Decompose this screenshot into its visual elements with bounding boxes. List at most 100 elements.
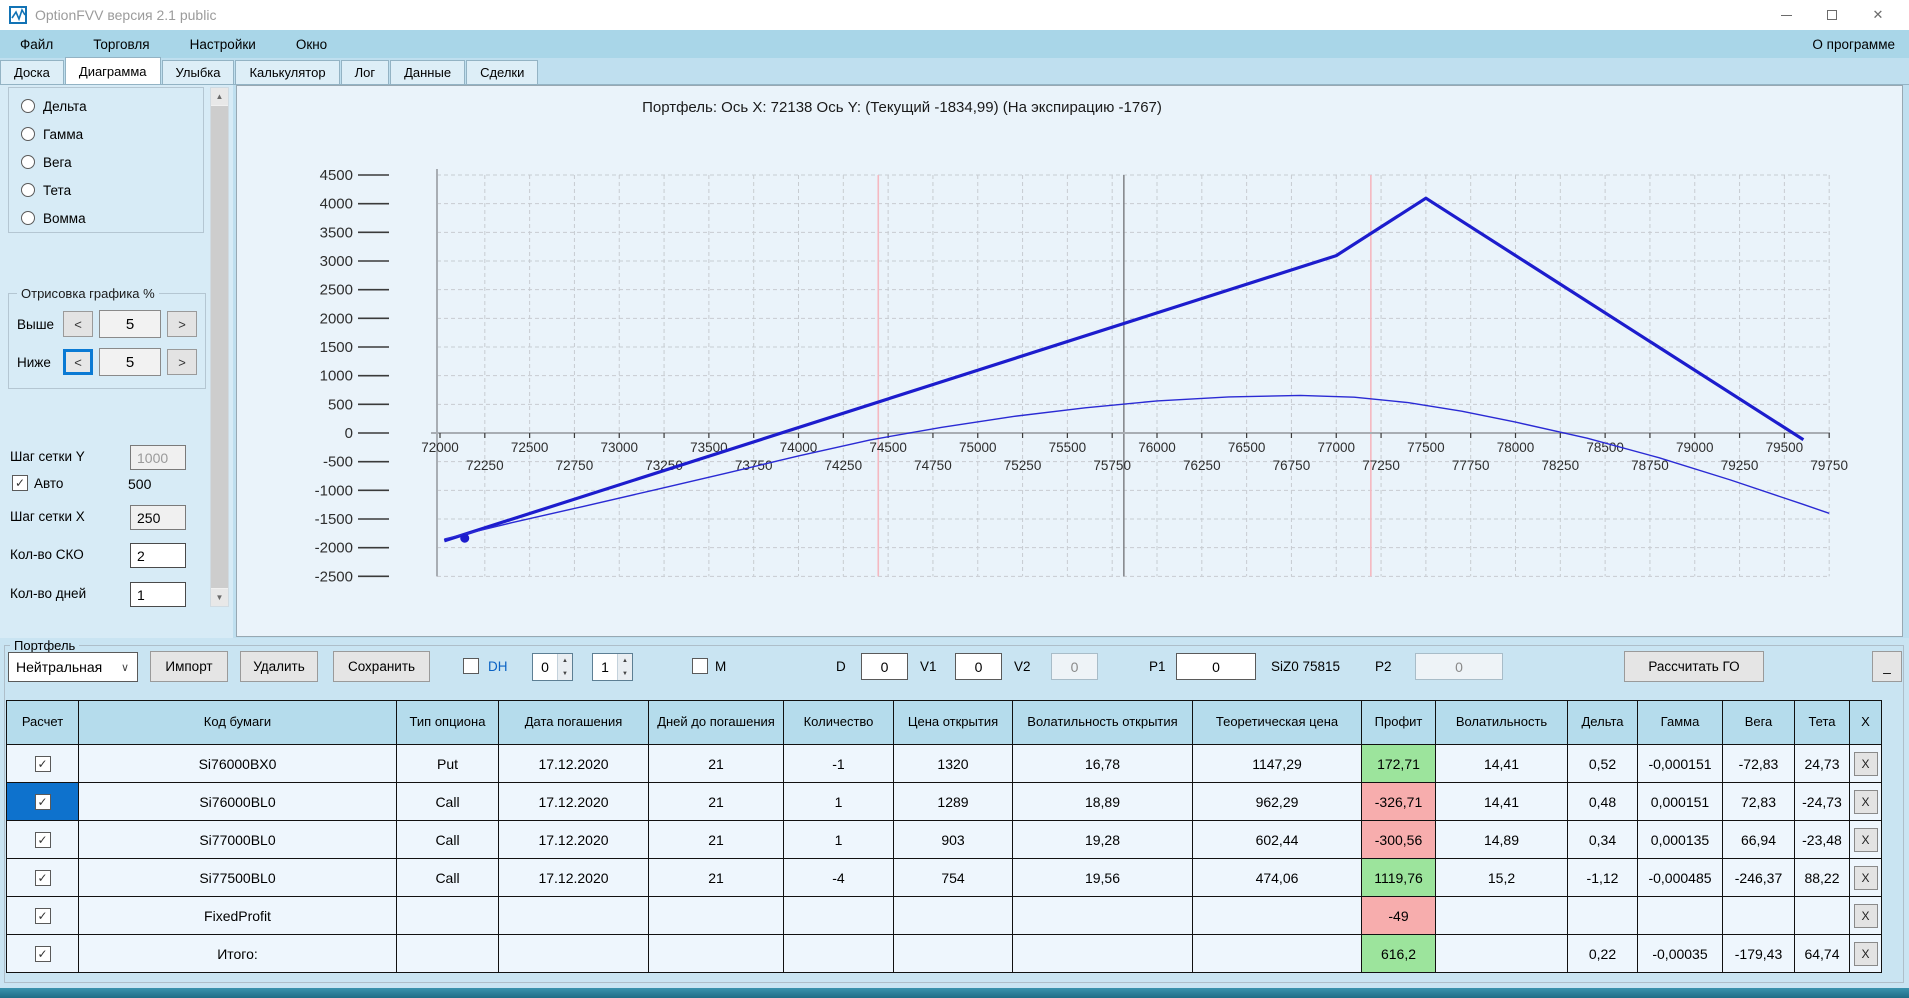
sidebar-scrollbar[interactable]: ▲ ▼	[210, 87, 229, 607]
spin-up-icon[interactable]: ▲	[618, 654, 632, 667]
increase-button[interactable]: >	[167, 349, 197, 375]
x-tick-label: 75500	[1049, 440, 1087, 455]
grid-step-x-input[interactable]: 250	[130, 505, 186, 530]
tab-Доска[interactable]: Доска	[0, 60, 64, 84]
m-checkbox[interactable]: ✓	[692, 658, 708, 674]
value-cell: -23,48	[1794, 820, 1850, 859]
row-delete-button[interactable]: X	[1853, 789, 1878, 814]
value-cell	[893, 896, 1013, 935]
x-tick-label: 78750	[1631, 458, 1669, 473]
menu-item-Файл[interactable]: Файл	[20, 36, 54, 52]
row-checkbox[interactable]: ✓	[34, 832, 51, 848]
row-delete-button[interactable]: X	[1853, 903, 1878, 928]
row-checkbox[interactable]: ✓	[34, 870, 51, 886]
minimize-button[interactable]	[1763, 0, 1809, 30]
tab-Улыбка[interactable]: Улыбка	[161, 60, 235, 84]
row-check-cell[interactable]: ✓	[6, 744, 79, 783]
row-delete-button[interactable]: X	[1853, 827, 1878, 852]
tab-Данные[interactable]: Данные	[390, 60, 466, 84]
dh-spinner-a[interactable]: 0 ▲ ▼	[532, 653, 573, 681]
x-tick-label: 76500	[1228, 440, 1266, 455]
draw-row-Выше: Выше <5 >	[17, 310, 197, 338]
spin-down-icon[interactable]: ▼	[558, 667, 572, 680]
x-tick-label: 73750	[735, 458, 773, 473]
row-delete-cell: X	[1849, 934, 1882, 973]
delete-button[interactable]: Удалить	[240, 651, 318, 682]
decrease-button[interactable]: <	[63, 311, 93, 337]
save-button[interactable]: Сохранить	[333, 651, 430, 682]
decrease-button[interactable]: <	[63, 349, 93, 375]
v1-input[interactable]: 0	[955, 653, 1002, 680]
scroll-up-icon[interactable]: ▲	[211, 88, 228, 105]
table-row[interactable]: ✓ Si77500BL0 Call 17.12.2020 21 -4 754 19,56 474…	[6, 858, 1882, 897]
row-checkbox[interactable]: ✓	[34, 908, 51, 924]
row-delete-button[interactable]: X	[1853, 865, 1878, 890]
menu-item-Окно[interactable]: Окно	[295, 36, 328, 52]
strategy-select[interactable]: Нейтральная ∨	[8, 652, 138, 682]
m-label: M	[715, 659, 727, 674]
value-cell: 14,41	[1435, 782, 1568, 821]
value-cell	[648, 896, 784, 935]
greek-radio-Вомма[interactable]: Вомма	[21, 208, 86, 228]
row-check-cell[interactable]: ✓	[6, 782, 79, 821]
table-row[interactable]: ✓ Si76000BX0 Put 17.12.2020 21 -1 1320 16,78 114…	[6, 744, 1882, 783]
value-cell: 14,89	[1435, 820, 1568, 859]
value-cell: 0,000151	[1637, 782, 1723, 821]
collapse-panel-button[interactable]: _	[1872, 651, 1902, 682]
greek-radio-Дельта[interactable]: Дельта	[21, 96, 87, 116]
dh-checkbox[interactable]: ✓	[463, 658, 479, 674]
p1-input[interactable]: 0	[1176, 653, 1256, 680]
table-row[interactable]: ✓ Итого: 616,2 0,22 -0,00035 -179,43 64,74 X	[6, 934, 1882, 973]
row-check-cell[interactable]: ✓	[6, 858, 79, 897]
x-tick-label: 77750	[1452, 458, 1490, 473]
value-cell	[648, 934, 784, 973]
tab-Диаграмма[interactable]: Диаграмма	[64, 57, 161, 84]
row-delete-cell: X	[1849, 896, 1882, 935]
scrollbar-thumb[interactable]	[211, 106, 228, 588]
row-checkbox[interactable]: ✓	[34, 756, 51, 772]
table-row[interactable]: ✓ FixedProfit -49 X	[6, 896, 1882, 935]
cursor-marker	[460, 533, 470, 543]
calc-go-button[interactable]: Рассчитать ГО	[1624, 651, 1764, 682]
spin-down-icon[interactable]: ▼	[618, 667, 632, 680]
greek-radio-Гамма[interactable]: Гамма	[21, 124, 83, 144]
portfolio-chart[interactable]: 4500 4000 3500 3000 2500 2000 1500 1000 500 0 -500…	[237, 86, 1902, 636]
value-cell	[1192, 934, 1362, 973]
x-tick-label: 78500	[1586, 440, 1624, 455]
y-tick-label: 0	[345, 425, 353, 442]
table-row[interactable]: ✓ Si77000BL0 Call 17.12.2020 21 1 903 19,28 602,…	[6, 820, 1882, 859]
row-check-cell[interactable]: ✓	[6, 820, 79, 859]
menu-item-Настройки[interactable]: Настройки	[189, 36, 256, 52]
table-row[interactable]: ✓ Si76000BL0 Call 17.12.2020 21 1 1289 18,89 962…	[6, 782, 1882, 821]
sko-count-input[interactable]: 2	[130, 543, 186, 568]
dh-spinner-b[interactable]: 1 ▲ ▼	[592, 653, 633, 681]
tab-Калькулятор[interactable]: Калькулятор	[235, 60, 340, 84]
auto-checkbox[interactable]: ✓	[12, 475, 28, 491]
import-button[interactable]: Импорт	[150, 651, 228, 682]
scroll-down-icon[interactable]: ▼	[211, 589, 228, 606]
close-button[interactable]: ✕	[1855, 0, 1901, 30]
maximize-button[interactable]	[1809, 0, 1855, 30]
y-tick-label: 1000	[320, 368, 353, 385]
tab-Сделки[interactable]: Сделки	[466, 60, 539, 84]
row-delete-button[interactable]: X	[1853, 941, 1878, 966]
row-checkbox[interactable]: ✓	[34, 946, 51, 962]
spin-up-icon[interactable]: ▲	[558, 654, 572, 667]
tab-Лог[interactable]: Лог	[340, 60, 390, 84]
days-count-input[interactable]: 1	[130, 582, 186, 607]
increase-button[interactable]: >	[167, 311, 197, 337]
row-check-cell[interactable]: ✓	[6, 896, 79, 935]
row-delete-button[interactable]: X	[1853, 751, 1878, 776]
row-checkbox[interactable]: ✓	[34, 794, 51, 810]
greek-radio-Вега[interactable]: Вега	[21, 152, 72, 172]
greek-radio-Тета[interactable]: Тета	[21, 180, 71, 200]
row-check-cell[interactable]: ✓	[6, 934, 79, 973]
value-cell: 1320	[893, 744, 1013, 783]
auto-value: 500	[128, 476, 152, 492]
p2-label: P2	[1375, 659, 1392, 674]
value-cell: Put	[396, 744, 499, 783]
menu-item-Торговля[interactable]: Торговля	[93, 36, 150, 52]
value-cell	[498, 896, 649, 935]
menu-item-about[interactable]: О программе	[1812, 36, 1895, 52]
d-input[interactable]: 0	[861, 653, 908, 680]
